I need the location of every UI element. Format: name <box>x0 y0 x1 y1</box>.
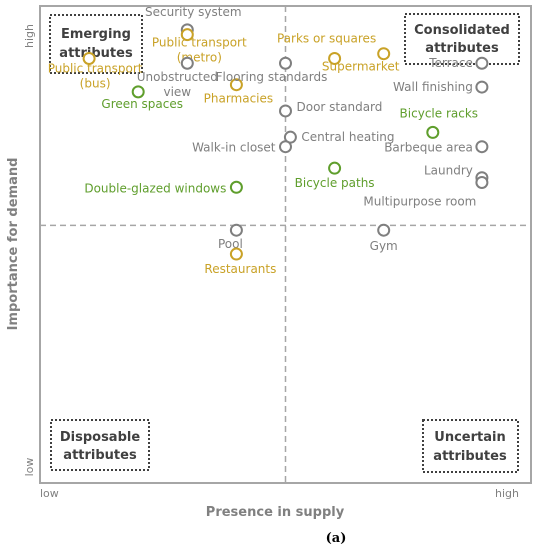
point-label: Unobstructed <box>137 70 218 84</box>
quadrant-uncertain: Uncertain attributes <box>422 419 519 473</box>
quadrant-disposable-line1: Disposable <box>60 430 140 445</box>
quadrant-uncertain-line2: attributes <box>433 449 507 464</box>
point-label: Supermarket <box>322 60 400 74</box>
point-label: Restaurants <box>204 262 276 276</box>
point-marker <box>229 180 243 194</box>
point-marker <box>377 47 391 61</box>
point-label: Bicycle paths <box>295 176 375 190</box>
point-marker <box>475 140 489 154</box>
quadrant-disposable-box <box>50 419 150 471</box>
point-label: Terrace <box>428 56 473 70</box>
point-marker <box>328 161 342 175</box>
point-marker <box>279 104 292 118</box>
x-tick-low: low <box>40 487 59 500</box>
y-tick-high: high <box>23 24 36 48</box>
plot-frame <box>39 5 532 484</box>
point-marker <box>180 56 194 70</box>
point-label: Gym <box>370 239 398 253</box>
point-marker <box>82 51 96 65</box>
x-tick-high: high <box>495 487 519 500</box>
point-label: Barbeque area <box>384 141 473 155</box>
quadrant-uncertain-line1: Uncertain <box>434 430 505 445</box>
point-label: Double-glazed windows <box>84 181 226 195</box>
point-label: Security system <box>145 5 241 19</box>
point-label: Bicycle racks <box>400 106 478 120</box>
point-marker <box>279 140 292 154</box>
point-marker <box>180 28 194 42</box>
y-axis-title: Importance for demand <box>6 158 21 331</box>
point-label: Parks or squares <box>277 31 376 45</box>
point-label: Door standard <box>297 100 383 114</box>
point-marker <box>229 223 243 237</box>
point-marker <box>279 56 292 70</box>
quadrant-emerging-line1: Emerging <box>61 27 131 42</box>
point-label: Flooring standards <box>216 70 328 84</box>
quadrant-consolidated: Consolidated attributes <box>404 13 520 65</box>
point-label: Multipurpose room <box>363 194 476 208</box>
figure-caption: (a) <box>326 531 347 546</box>
point-marker <box>131 85 145 99</box>
point-label: Green spaces <box>101 97 183 111</box>
point-marker <box>426 125 440 139</box>
quadrant-disposable-line2: attributes <box>63 448 137 463</box>
point-label: Laundry <box>424 164 473 178</box>
quadrant-emerging: Emerging attributes <box>49 14 143 74</box>
point-label: Wall finishing <box>393 80 473 94</box>
quadrant-consolidated-line2: attributes <box>425 41 499 56</box>
point-marker <box>229 247 243 261</box>
quadrant-disposable: Disposable attributes <box>50 419 150 471</box>
point-label: Walk-in closet <box>192 141 276 155</box>
x-axis-title: Presence in supply <box>206 505 345 520</box>
point-label: (bus) <box>80 76 111 90</box>
quadrant-emerging-box <box>49 14 143 74</box>
point-label: Central heating <box>301 130 394 144</box>
point-marker <box>475 175 489 189</box>
quadrant-emerging-line2: attributes <box>59 46 133 61</box>
quadrant-consolidated-box <box>404 13 520 65</box>
point-marker <box>328 51 342 65</box>
point-label: view <box>163 85 191 99</box>
quadrant-uncertain-box <box>422 419 519 473</box>
quadrant-consolidated-line1: Consolidated <box>414 23 510 38</box>
point-label: Public transport <box>152 36 247 50</box>
point-marker <box>377 223 391 237</box>
point-marker <box>475 80 489 94</box>
point-label: Pharmacies <box>204 92 274 106</box>
point-marker <box>229 78 243 92</box>
point-marker <box>475 56 489 70</box>
point-label: Public transport <box>48 61 143 75</box>
y-tick-low: low <box>23 458 36 477</box>
